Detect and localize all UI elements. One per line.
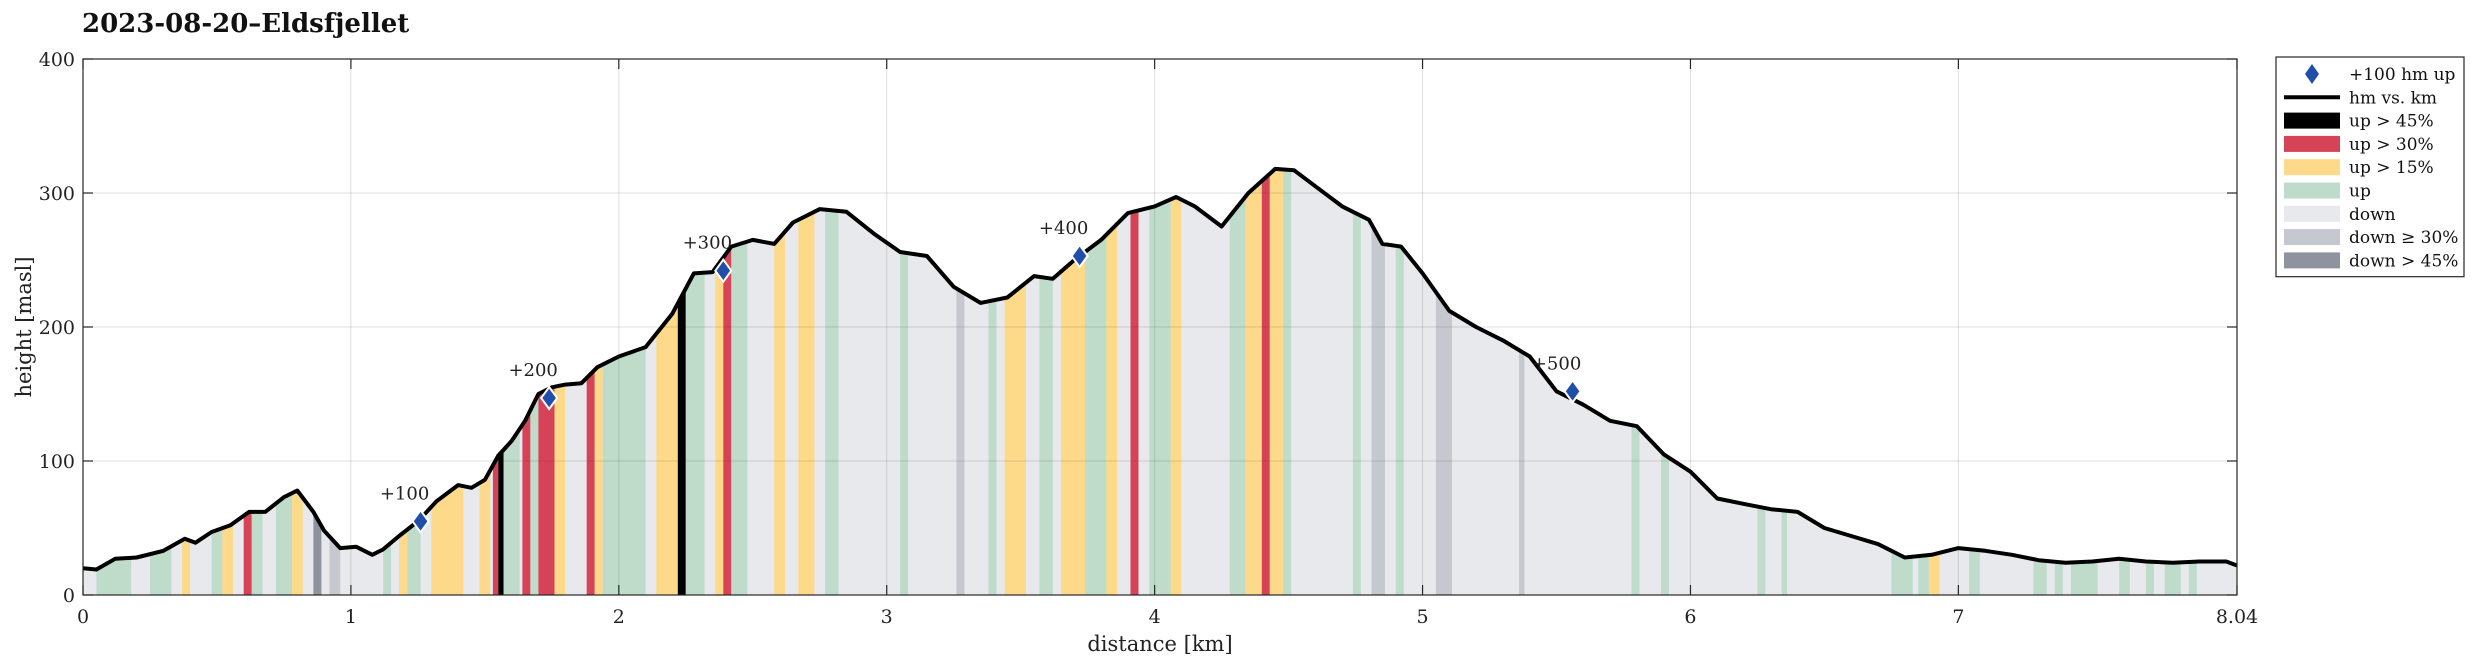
- x-tick-label: 7: [1952, 606, 1964, 628]
- legend-label: down > 45%: [2349, 251, 2458, 271]
- y-tick-label: 400: [39, 49, 75, 71]
- gradient-band-up: [731, 168, 748, 595]
- gradient-band-up45: [677, 168, 686, 595]
- x-tick-label: 1: [345, 606, 357, 628]
- climb-marker-diamond: [714, 258, 733, 284]
- x-axis-label: distance [km]: [1087, 632, 1232, 656]
- x-tick-label: 8.04: [2216, 606, 2258, 628]
- profile-line: [82, 166, 2238, 572]
- gradient-band-up: [1352, 168, 1361, 595]
- climb-marker-diamond: [411, 508, 430, 535]
- legend-swatch-up45: [2284, 112, 2340, 129]
- legend-label: up > 45%: [2349, 112, 2434, 132]
- climb-marker-diamond: [1070, 243, 1089, 269]
- gradient-band-up: [1085, 168, 1107, 595]
- gradient-band-up15: [1106, 168, 1118, 595]
- chart-title: 2023-08-20–Eldsfjellet: [82, 9, 409, 39]
- y-tick-label: 100: [39, 451, 75, 473]
- gradient-band-up30: [586, 168, 595, 595]
- y-axis-label: height [masl]: [12, 256, 36, 397]
- gradient-band-up15: [798, 168, 815, 595]
- climb-markers: +100 +200 +300 +400 +500: [380, 218, 1582, 535]
- climb-marker-label: +300: [683, 233, 732, 254]
- y-tick-label: 200: [39, 317, 75, 339]
- gradient-band-up: [1229, 168, 1246, 595]
- gradient-band-up: [1149, 168, 1171, 595]
- legend-label: down: [2349, 205, 2396, 225]
- climb-marker-label: +100: [380, 483, 429, 504]
- legend-label: +100 hm up: [2349, 65, 2456, 85]
- gradient-band-up15: [594, 168, 603, 595]
- x-tick-label: 6: [1684, 606, 1696, 628]
- gradient-band-up15: [1245, 168, 1262, 595]
- climb-marker-label: +400: [1039, 218, 1088, 239]
- legend-label: up > 30%: [2349, 135, 2434, 155]
- gradient-band-up15: [1269, 168, 1284, 595]
- gradient-band-up30: [1261, 168, 1270, 595]
- climb-marker-diamond: [1563, 378, 1582, 405]
- legend-swatch-down45: [2284, 252, 2340, 269]
- gradient-band-up30: [723, 168, 732, 595]
- gradient-band-up15: [774, 168, 785, 595]
- gradient-band-down30: [1519, 168, 1525, 595]
- axis-ticks: 0 1 2 3 4 5 6 7 8.04 0 100 200 300 400: [39, 49, 2258, 628]
- y-tick-label: 300: [39, 183, 75, 205]
- gradient-band-up: [900, 168, 909, 595]
- y-tick-label: 0: [63, 585, 75, 607]
- gradient-band-up: [825, 168, 839, 595]
- gradient-band-up30: [1130, 168, 1139, 595]
- climb-marker-diamond: [539, 385, 559, 411]
- legend-label: up > 15%: [2349, 158, 2434, 178]
- gradient-band-up15: [715, 168, 724, 595]
- plot-area: 0 1 2 3 4 5 6 7 8.04 0 100 200 300 400 +100 +200 +300 +4…: [39, 49, 2258, 628]
- gradient-band-up: [1283, 168, 1292, 595]
- legend-swatch-marker: [2305, 64, 2319, 84]
- legend-label: hm vs. km: [2349, 88, 2437, 108]
- gradient-band-up: [1395, 168, 1404, 595]
- x-tick-label: 3: [881, 606, 893, 628]
- x-tick-label: 4: [1149, 606, 1161, 628]
- legend-swatch-down30: [2284, 229, 2340, 246]
- gradient-band-up15: [1170, 168, 1182, 595]
- legend-swatch-up15: [2284, 159, 2340, 176]
- x-tick-label: 5: [1417, 606, 1429, 628]
- climb-marker-label: +200: [508, 360, 557, 381]
- gradient-band-up: [988, 168, 997, 595]
- legend-swatch-down: [2284, 205, 2340, 222]
- legend-label: up: [2349, 182, 2371, 202]
- x-tick-label: 2: [613, 606, 625, 628]
- gradient-band-down30: [956, 168, 965, 595]
- legend-label: down ≥ 30%: [2349, 228, 2458, 248]
- legend: +100 hm up hm vs. km up > 45% up > 30% up > …: [2275, 56, 2465, 278]
- x-tick-label: 0: [77, 606, 89, 628]
- climb-marker-label: +500: [1532, 353, 1581, 374]
- legend-swatch-up: [2284, 182, 2340, 199]
- legend-swatch-up30: [2284, 135, 2340, 152]
- gradient-band-down30: [1371, 168, 1385, 595]
